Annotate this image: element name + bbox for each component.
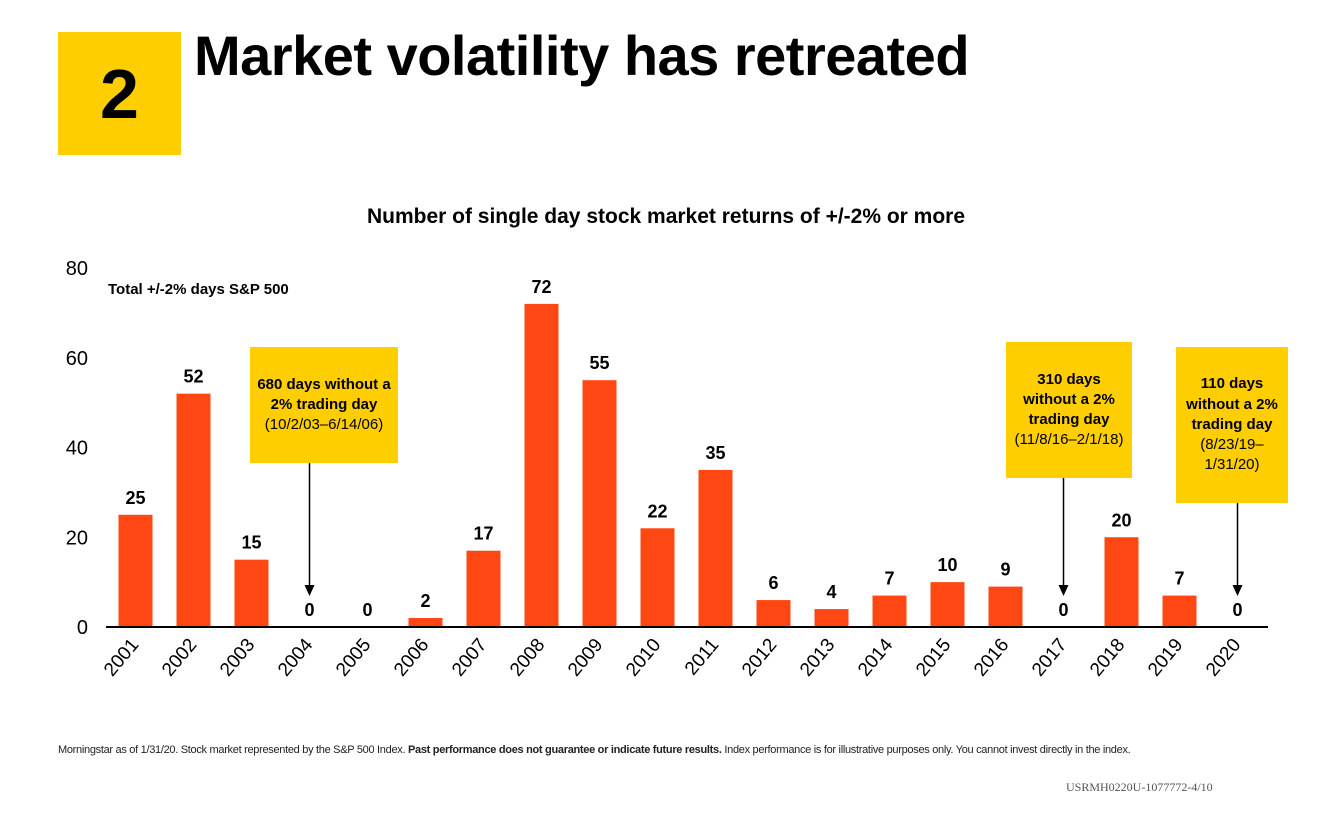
x-tick-label-2014: 2014 [854,634,898,680]
x-tick-label-2019: 2019 [1144,635,1187,681]
data-label-2003: 15 [241,533,261,553]
bar-2006 [408,618,443,627]
callout-arrow-head-2017 [1058,585,1069,596]
data-label-2017: 0 [1058,600,1068,620]
bar-2019 [1162,595,1197,627]
y-tick-label: 40 [66,438,88,460]
callout-arrow-head-2004 [304,585,315,596]
data-label-2009: 55 [589,353,609,373]
callout-2020: 110 days without a 2% trading day (8/23/… [1176,347,1288,503]
bar-2011 [698,469,733,627]
callout-2017-text: 310 days without a 2% trading day [1023,370,1115,429]
data-label-2016: 9 [1000,560,1010,580]
series-label: Total +/-2% days S&P 500 [108,281,289,298]
bar-2007 [466,550,501,627]
bar-2003 [234,559,269,627]
x-tick-label-2004: 2004 [274,634,318,680]
bar-2002 [176,393,211,627]
data-label-2018: 20 [1111,510,1131,530]
x-tick-label-2008: 2008 [506,635,549,681]
bar-2018 [1104,537,1139,627]
data-label-2012: 6 [768,573,778,593]
x-tick-label-2017: 2017 [1028,635,1071,681]
bar-2016 [988,586,1023,627]
data-label-2006: 2 [420,591,430,611]
bar-2008 [524,303,559,627]
y-tick-label: 0 [77,617,88,639]
bar-2014 [872,595,907,627]
data-label-2001: 25 [125,488,145,508]
x-tick-label-2016: 2016 [970,635,1013,681]
y-tick-label: 60 [66,348,88,370]
bar-2015 [930,582,965,627]
callout-2004: 680 days without a 2% trading day (10/2/… [250,347,398,463]
data-label-2015: 10 [937,555,957,575]
callout-2017-dates: (11/8/16–2/1/18) [1014,431,1124,449]
section-number: 2 [100,54,139,133]
x-tick-label-2009: 2009 [564,635,607,681]
x-tick-label-2001: 2001 [100,635,143,681]
x-tick-label-2015: 2015 [912,635,955,681]
x-tick-label-2012: 2012 [738,635,781,681]
document-code: USRMH0220U-1077772-4/10 [1066,780,1213,794]
x-tick-label-2005: 2005 [332,635,375,681]
x-tick-label-2006: 2006 [390,635,433,681]
bar-2001 [118,514,153,627]
callout-2020-text: 110 days without a 2% trading day [1186,375,1278,433]
data-label-2007: 17 [473,524,493,544]
data-label-2013: 4 [826,582,836,602]
bar-2013 [814,609,849,627]
data-label-2010: 22 [647,501,667,521]
x-tick-label-2010: 2010 [622,635,665,681]
x-tick-label-2013: 2013 [796,635,839,681]
data-label-2004: 0 [304,600,314,620]
bar-2010 [640,528,675,627]
callout-2004-text: 680 days without a 2% trading day [257,375,391,413]
callout-arrow-head-2020 [1232,585,1243,596]
x-tick-label-2003: 2003 [216,635,259,681]
page-headline: Market volatility has retreated [194,24,970,87]
data-label-2019: 7 [1174,569,1184,589]
callout-2017: 310 days without a 2% trading day (11/8/… [1006,342,1132,478]
footnote: Morningstar as of 1/31/20. Stock market … [58,744,1131,756]
x-tick-label-2002: 2002 [158,635,201,681]
bar-2009 [582,380,617,627]
bar-2012 [756,600,791,627]
callout-2004-dates: (10/2/03–6/14/06) [264,416,384,434]
data-label-2020: 0 [1232,600,1242,620]
x-tick-label-2011: 2011 [681,635,723,680]
chart-title: Number of single day stock market return… [366,205,966,228]
y-tick-label: 20 [66,527,88,549]
section-number-badge: 2 [58,32,181,155]
x-tick-label-2018: 2018 [1086,635,1129,681]
footnote-note: Index performance is for illustrative pu… [721,744,1131,756]
x-tick-label-2007: 2007 [448,635,491,681]
data-label-2014: 7 [884,569,894,589]
callout-2020-dates: (8/23/19–1/31/20) [1200,436,1264,474]
data-label-2008: 72 [531,277,551,297]
y-tick-label: 80 [66,258,88,280]
data-label-2011: 35 [705,443,725,463]
footnote-source: Morningstar as of 1/31/20. Stock market … [58,744,408,756]
data-label-2002: 52 [183,367,203,387]
x-tick-label-2020: 2020 [1202,635,1245,681]
footnote-disclaimer: Past performance does not guarantee or i… [407,744,722,756]
data-label-2005: 0 [362,600,372,620]
